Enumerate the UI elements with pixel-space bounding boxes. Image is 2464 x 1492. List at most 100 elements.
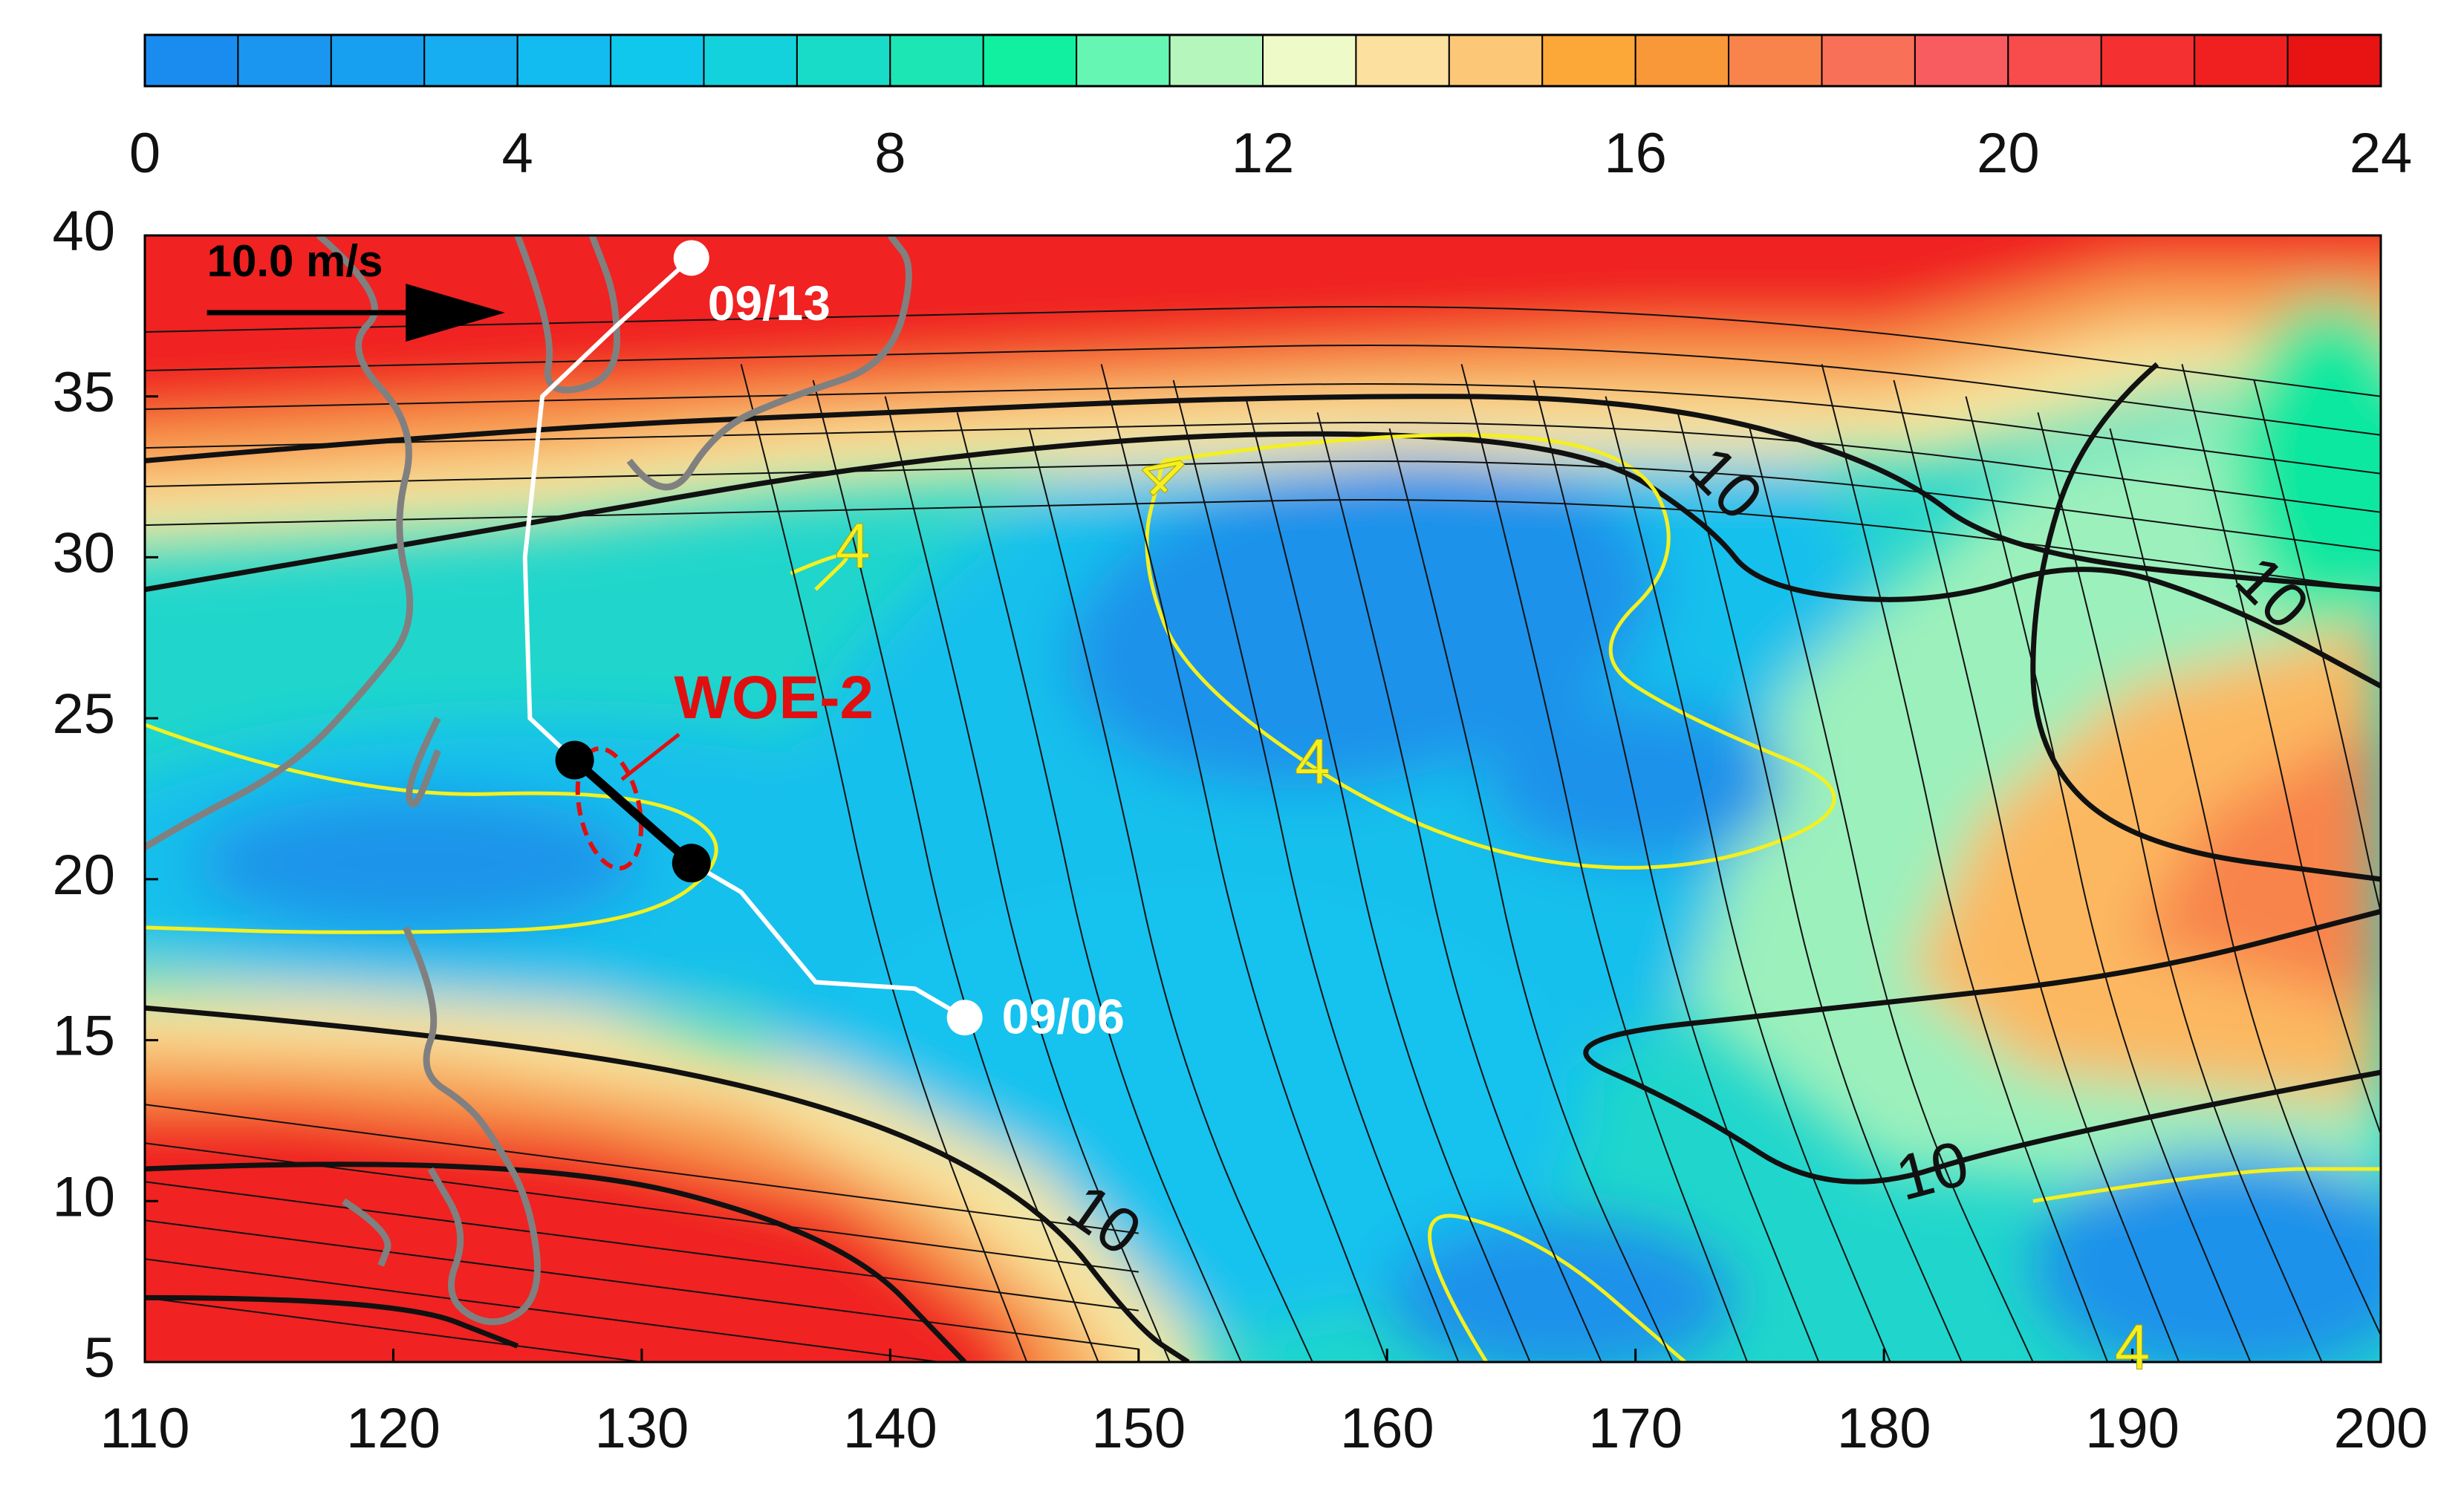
colorbar-swatch (516, 34, 612, 87)
x-tick-label: 160 (1340, 1397, 1434, 1460)
track-point (555, 740, 594, 780)
colorbar-swatch (1448, 34, 1544, 87)
field-region (1486, 702, 1785, 864)
coastline (406, 717, 441, 808)
streamline (1100, 364, 1388, 1362)
coastline (145, 235, 414, 852)
coastline (403, 925, 541, 1326)
x-tick-label: 120 (346, 1397, 441, 1460)
field-region (2231, 299, 2381, 622)
streamline (812, 379, 1099, 1362)
speed-contour (145, 1162, 967, 1362)
streamline (1316, 412, 1602, 1362)
y-tick-label: 10 (52, 1165, 115, 1228)
streamline (145, 305, 2381, 397)
colorbar-tick-label: 20 (1977, 122, 2040, 185)
speed-contour-4 (790, 553, 849, 591)
colorbar-swatch (1634, 34, 1730, 87)
speed-contour (145, 1005, 1190, 1362)
colorbar-swatch (2286, 34, 2382, 87)
colorbar-swatch (796, 34, 891, 87)
overlays (145, 235, 2381, 1362)
colorbar-tick-label: 24 (2350, 122, 2413, 185)
speed-contour (145, 1294, 519, 1349)
field-region (194, 792, 642, 934)
colorbar-swatch (1168, 34, 1264, 87)
x-tick-label: 140 (843, 1397, 937, 1460)
region-outline (575, 746, 644, 871)
reference-vector-label: 10.0 m/s (207, 236, 383, 286)
track-end-label: 09/13 (708, 276, 830, 330)
colorbar-swatch (1262, 34, 1357, 87)
speed-contour-4 (145, 723, 718, 934)
track-point (672, 844, 711, 883)
x-tick-label: 130 (594, 1397, 689, 1460)
streamline (2037, 412, 2323, 1362)
colorbar-swatch (330, 34, 426, 87)
colorbar-tick-label: 4 (502, 122, 533, 185)
colorbar-swatch (610, 34, 705, 87)
x-tick-label: 170 (1588, 1397, 1683, 1460)
x-tick-label: 150 (1091, 1397, 1186, 1460)
streamline (1532, 379, 1820, 1362)
streamline (1028, 428, 1313, 1362)
colorbar-tick-label: 12 (1232, 122, 1295, 185)
speed-contour-4 (1145, 433, 1836, 870)
y-tick-label: 5 (84, 1326, 115, 1390)
field-region (145, 235, 2381, 422)
x-tick-label: 190 (2085, 1397, 2179, 1460)
streamline (145, 499, 2381, 590)
colorbar-swatch (423, 34, 519, 87)
colorbar-swatch (1728, 34, 1823, 87)
streamline (884, 396, 1171, 1362)
streamline (145, 1297, 648, 1362)
colorbar-tick-label: 0 (129, 122, 160, 185)
streamline (1244, 396, 1531, 1362)
field-region (145, 1104, 1027, 1362)
plot-frame (143, 234, 2382, 1364)
coastline (626, 235, 912, 491)
streamline (2181, 364, 2381, 1137)
field-region (1908, 622, 2381, 1105)
streamline (1965, 396, 2252, 1362)
streamline (145, 344, 2381, 436)
colorbar-swatch (982, 34, 1078, 87)
coastline (514, 235, 620, 394)
x-tick-label: 180 (1837, 1397, 1931, 1460)
colorbar-swatch (703, 34, 798, 87)
reference-arrowhead (406, 284, 505, 342)
streamline (145, 1104, 1139, 1234)
colorbar-swatch (2100, 34, 2196, 87)
speed-contour (145, 431, 2381, 688)
region-pointer (620, 732, 680, 781)
x-tick-label: 110 (100, 1397, 189, 1460)
track-start-label: 09/06 (1002, 989, 1125, 1044)
streamline (1677, 412, 1963, 1362)
streamline (956, 412, 1242, 1362)
speed-contour (2030, 362, 2381, 882)
wind-speed-field (145, 235, 2381, 1362)
streamline (145, 383, 2381, 475)
speed-contour-4 (2032, 1167, 2381, 1203)
contour-label: 4 (835, 510, 871, 582)
streamline (145, 1258, 946, 1362)
colorbar-swatch (237, 34, 332, 87)
y-tick-label: 25 (52, 683, 115, 746)
contour-label: 4 (2115, 1312, 2151, 1384)
streamline (740, 364, 1028, 1362)
x-tick-label: 200 (2334, 1397, 2428, 1460)
track-point (946, 1000, 983, 1036)
colorbar-swatch (144, 34, 239, 87)
streamline (145, 460, 2381, 552)
track-point (673, 240, 709, 276)
contour-label: 4 (1295, 726, 1330, 798)
streamline (145, 1142, 1139, 1273)
colorbar-swatch (889, 34, 984, 87)
speed-contour (145, 394, 2381, 593)
streamline (145, 422, 2381, 513)
streamline (1388, 428, 1674, 1362)
colorbar-swatch (1541, 34, 1636, 87)
y-tick-label: 20 (52, 844, 115, 907)
colorbar-swatch (2194, 34, 2289, 87)
coastline (342, 1198, 391, 1267)
